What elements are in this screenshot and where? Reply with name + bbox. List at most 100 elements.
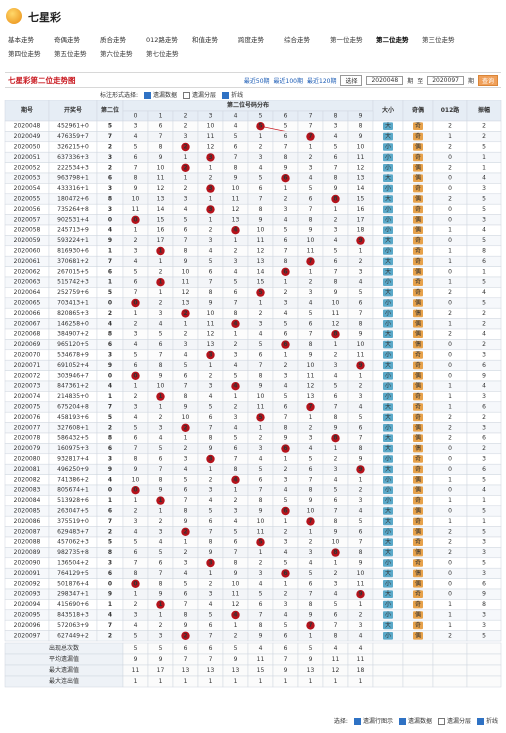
miss-value: 8: [359, 320, 363, 327]
hit-ball: [281, 506, 290, 516]
nav-item[interactable]: 第一位走势: [330, 36, 363, 44]
period-link[interactable]: 最近100期: [273, 78, 303, 85]
size: 小: [385, 527, 391, 535]
miss-value: 1: [234, 331, 238, 338]
stat-value: 11: [357, 656, 365, 663]
period-link[interactable]: 最近50期: [243, 78, 270, 85]
nav-item[interactable]: 综合走势: [284, 36, 310, 44]
checkbox[interactable]: [476, 718, 484, 725]
checkbox[interactable]: [437, 718, 445, 725]
nav-item[interactable]: 基本走势: [8, 36, 34, 44]
size-tag: [383, 164, 393, 172]
draw-number: 180472+6: [57, 196, 89, 203]
miss-value: 4: [284, 549, 288, 556]
amplitude: 5: [482, 560, 486, 567]
amplitude: 6: [482, 435, 486, 442]
nav-item[interactable]: 第二位走势: [376, 36, 409, 44]
select[interactable]: 选择: [340, 75, 363, 86]
option[interactable]: 折线: [476, 716, 498, 725]
checkbox[interactable]: [353, 718, 361, 725]
parity-tag: [413, 476, 423, 484]
option[interactable]: 遗漏数据: [144, 90, 177, 99]
option[interactable]: 折线: [222, 90, 243, 99]
hit-digit: 2: [183, 424, 187, 431]
miss-value: 8: [159, 476, 163, 483]
stat-value: 5: [134, 645, 138, 652]
period-link[interactable]: 最近120期: [307, 78, 337, 85]
draw-number: 982735+8: [57, 549, 89, 556]
miss-value: 1: [184, 539, 188, 546]
to-label: 至: [417, 78, 424, 85]
hit-ball: [231, 382, 240, 391]
issue: 2020083: [14, 487, 41, 494]
miss-value: 4: [334, 133, 338, 140]
parity: 奇: [415, 361, 421, 369]
parity: 偶: [415, 330, 421, 338]
nav-item[interactable]: 跨度走势: [238, 36, 264, 44]
miss-value: 2: [184, 549, 188, 556]
parity-tag: [413, 340, 423, 349]
amplitude: 1: [482, 164, 486, 171]
size-tag: [383, 351, 393, 359]
nav-item[interactable]: 第六位走势: [100, 50, 133, 58]
stat-value: 9: [309, 656, 313, 663]
size-tag: [383, 434, 393, 442]
hit-ball: [131, 579, 140, 588]
parity-tag: [413, 455, 423, 463]
hit-digit: 6: [283, 175, 287, 182]
nav-item[interactable]: 第三位走势: [422, 36, 455, 44]
parity-tag: [413, 496, 423, 505]
parity: 奇: [415, 278, 421, 286]
issue: 2020058: [14, 227, 41, 234]
hit-digit: 1: [158, 601, 162, 608]
nav-item[interactable]: 012路走势: [146, 36, 178, 44]
nav-item[interactable]: 质合走势: [100, 36, 126, 44]
to-input[interactable]: 2020097: [427, 76, 464, 85]
option[interactable]: 遗漏数据: [398, 716, 432, 725]
size-tag: [383, 205, 393, 214]
miss-value: 3: [334, 123, 338, 130]
miss-value: 7: [359, 310, 363, 317]
route: 2: [448, 424, 452, 431]
option[interactable]: 遗漏分层: [183, 90, 216, 99]
miss-value: 7: [159, 570, 163, 577]
draw-number: 735264+8: [57, 206, 89, 213]
from-input[interactable]: 2020048: [366, 76, 404, 85]
miss-value: 3: [134, 123, 138, 130]
checkbox[interactable]: [183, 92, 191, 99]
option[interactable]: 遗漏分层: [437, 716, 471, 725]
nav-item[interactable]: 第四位走势: [8, 50, 41, 58]
nav-item[interactable]: 第七位走势: [146, 50, 179, 58]
miss-value: 4: [184, 570, 188, 577]
amplitude: 6: [482, 404, 486, 411]
miss-value: 8: [284, 154, 288, 161]
size: 大: [385, 517, 391, 525]
miss-value: 2: [284, 528, 288, 535]
issue: 2020078: [14, 435, 41, 442]
miss-value: 4: [209, 393, 213, 400]
checkbox[interactable]: [222, 92, 230, 99]
miss-value: 2: [359, 383, 363, 390]
miss-value: 10: [357, 570, 365, 577]
nav-item[interactable]: 第五位走势: [54, 50, 87, 58]
miss-value: 7: [234, 300, 238, 307]
miss-value: 1: [209, 362, 213, 369]
amplitude: 6: [482, 466, 486, 473]
parity-tag: [413, 611, 423, 619]
draw-number: 476359+7: [57, 133, 89, 140]
amplitude: 3: [482, 612, 486, 619]
checkbox[interactable]: [144, 92, 152, 99]
miss-value: 7: [184, 383, 188, 390]
size-tag: [383, 361, 393, 370]
column-header: 振幅: [478, 106, 490, 114]
checkbox[interactable]: [398, 718, 406, 725]
nav-item[interactable]: 奇偶走势: [54, 36, 80, 44]
miss-value: 1: [359, 601, 363, 608]
nav-item[interactable]: 和值走势: [192, 36, 218, 44]
position-digit: 3: [108, 560, 112, 567]
option[interactable]: 遗漏行图示: [353, 716, 393, 725]
cell: [372, 675, 404, 688]
query-button[interactable]: 查询: [477, 75, 498, 86]
miss-value: 3: [159, 424, 163, 431]
size: 小: [385, 423, 391, 431]
